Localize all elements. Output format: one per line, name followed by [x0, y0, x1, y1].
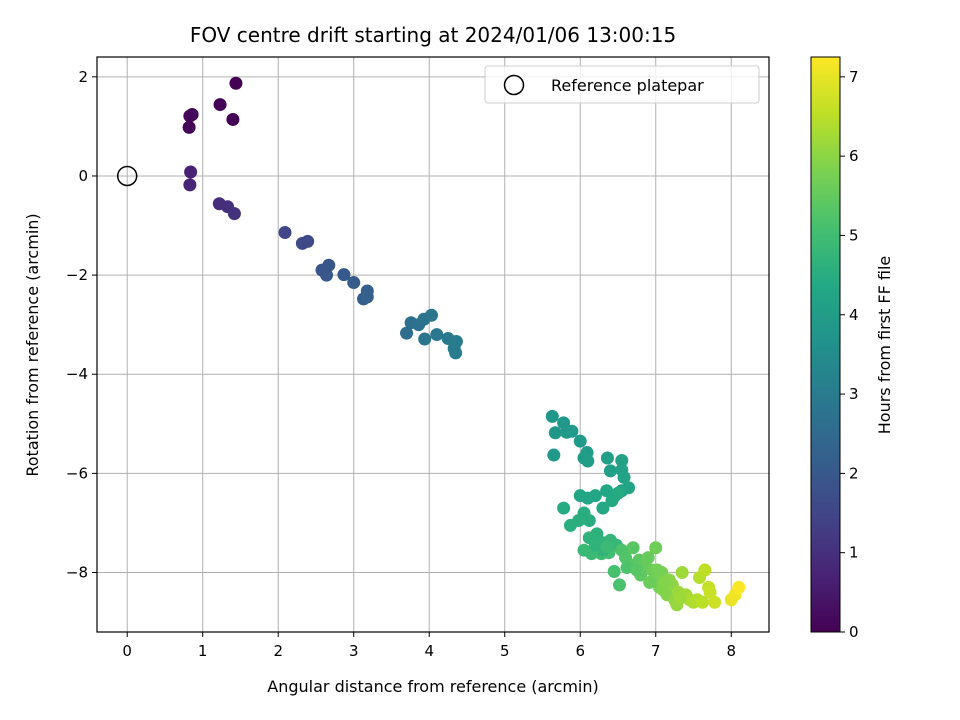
chart-title: FOV centre drift starting at 2024/01/06 …: [190, 23, 676, 47]
scatter-point: [337, 268, 351, 282]
reference-platepar-marker: [116, 165, 138, 187]
scatter-point: [184, 165, 198, 179]
scatter-point: [226, 112, 240, 126]
y-tick-label: −2: [66, 266, 88, 284]
scatter-point: [573, 434, 587, 448]
scatter-point: [545, 409, 559, 423]
colorbar-gradient: [810, 56, 841, 633]
x-tick-label: 3: [349, 642, 359, 660]
colorbar-tick-label: 2: [849, 464, 859, 482]
y-tick-label: 0: [78, 167, 88, 185]
scatter-point: [615, 453, 629, 467]
colorbar-tick-label: 1: [849, 544, 859, 562]
scatter-point: [547, 448, 561, 462]
scatter-point: [626, 541, 640, 555]
colorbar-label: Hours from first FF file: [875, 256, 894, 435]
reference-layer: [116, 165, 138, 187]
y-axis-label: Rotation from reference (arcmin): [23, 213, 42, 476]
colorbar-tick-label: 0: [849, 623, 859, 641]
scatter-point: [703, 585, 717, 599]
scatter-point: [213, 98, 227, 112]
y-tick-label: −8: [66, 564, 88, 582]
scatter-point: [418, 332, 432, 346]
x-tick-label: 7: [651, 642, 661, 660]
x-tick-label: 5: [500, 642, 510, 660]
scatter-point: [612, 578, 626, 592]
scatter-point: [563, 518, 577, 532]
scatter-point: [588, 538, 602, 552]
x-tick-label: 0: [122, 642, 132, 660]
colorbar-tick-label: 7: [849, 68, 859, 86]
scatter-point: [607, 565, 621, 579]
scatter-point: [622, 481, 636, 495]
scatter-point: [620, 561, 634, 575]
x-tick-label: 6: [575, 642, 585, 660]
scatter-point: [557, 501, 571, 515]
scatter-point: [603, 464, 617, 478]
scatter-point: [696, 595, 710, 609]
x-axis-ticks: 0 1 2 3 4 5 6 7 8: [122, 632, 736, 660]
scatter-point: [600, 540, 614, 554]
colorbar-tick-label: 4: [849, 306, 859, 324]
x-tick-label: 4: [424, 642, 434, 660]
scatter-point: [611, 486, 625, 500]
scatter-point: [182, 120, 196, 134]
scatter-point: [708, 595, 722, 609]
scatter-point: [430, 328, 444, 342]
scatter-point: [581, 454, 595, 468]
scatter-point: [229, 76, 243, 90]
scatter-point: [360, 290, 374, 304]
scatter-point: [698, 563, 712, 577]
scatter-point: [643, 575, 657, 589]
colorbar-tick-label: 3: [849, 385, 859, 403]
scatter-point: [424, 308, 438, 322]
scatter-point: [449, 346, 463, 360]
y-tick-label: 2: [78, 68, 88, 86]
scatter-point: [630, 563, 644, 577]
scatter-point: [582, 513, 596, 527]
scatter-point: [400, 326, 414, 340]
y-tick-label: −4: [66, 365, 88, 383]
scatter-point: [320, 268, 334, 282]
scatter-point: [641, 551, 655, 565]
colorbar-tick-label: 5: [849, 226, 859, 244]
scatter-point: [301, 234, 315, 248]
x-axis-label: Angular distance from reference (arcmin): [267, 677, 598, 696]
data-points: [182, 76, 746, 612]
grid-lines: [97, 57, 769, 632]
scatter-point: [617, 470, 631, 484]
scatter-point: [347, 276, 361, 290]
scatter-point: [322, 258, 336, 272]
x-tick-label: 1: [198, 642, 208, 660]
scatter-point: [732, 580, 746, 594]
scatter-point: [658, 575, 672, 589]
scatter-point: [650, 563, 664, 577]
scatter-point: [596, 501, 610, 515]
scatter-point: [675, 566, 689, 580]
y-tick-label: −6: [66, 464, 88, 482]
colorbar-tick-label: 6: [849, 147, 859, 165]
legend-entry-label: Reference platepar: [551, 76, 704, 95]
scatter-point: [548, 426, 562, 440]
colorbar-ticks: 0 1 2 3 4 5 6 7: [840, 68, 859, 641]
scatter-point: [183, 178, 197, 192]
scatter-point: [183, 109, 197, 123]
y-axis-ticks: 2 0 −2 −4 −6 −8: [66, 68, 97, 582]
legend-marker-open-circle: [503, 74, 525, 96]
scatter-point: [565, 424, 579, 438]
scatter-point: [588, 489, 602, 503]
scatter-point: [449, 335, 463, 349]
plot-frame: [96, 56, 770, 633]
x-tick-label: 2: [273, 642, 283, 660]
legend: Reference platepar: [484, 65, 760, 104]
x-tick-label: 8: [726, 642, 736, 660]
scatter-point: [649, 541, 663, 555]
legend-box: [484, 65, 760, 104]
scatter-point: [278, 225, 292, 239]
scatter-point: [673, 591, 687, 605]
scatter-point: [600, 451, 614, 465]
colorbar: 0 1 2 3 4 5 6 7 Hours from first FF file: [810, 56, 894, 641]
scatter-point: [227, 207, 241, 221]
